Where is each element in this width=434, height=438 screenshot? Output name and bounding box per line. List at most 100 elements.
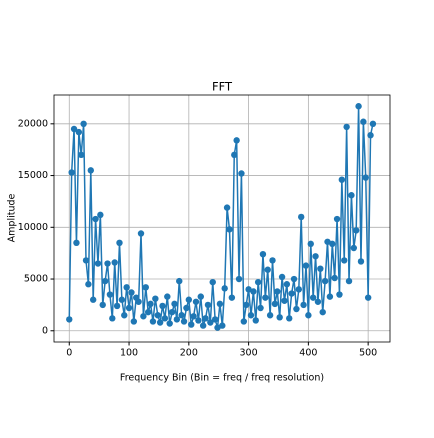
- point: [89, 296, 97, 303]
- point: [288, 290, 295, 297]
- point: [87, 167, 94, 174]
- point: [92, 215, 99, 223]
- y-tick-label: 15000: [18, 170, 48, 181]
- point: [147, 300, 154, 308]
- point: [154, 312, 161, 319]
- x-tick-label: 500: [359, 348, 377, 359]
- point: [128, 289, 135, 296]
- point: [333, 215, 341, 223]
- x-tick-label: 400: [299, 348, 317, 359]
- point: [140, 313, 147, 320]
- point: [219, 322, 226, 329]
- point: [312, 253, 319, 260]
- point: [125, 304, 133, 312]
- point: [252, 317, 259, 324]
- point: [68, 169, 75, 176]
- point: [111, 259, 118, 266]
- point: [223, 204, 231, 211]
- y-tick-label: 0: [42, 325, 48, 336]
- point: [233, 137, 240, 144]
- point: [345, 277, 353, 285]
- point: [152, 295, 159, 302]
- point: [144, 308, 152, 316]
- point: [324, 238, 331, 245]
- point: [199, 322, 207, 329]
- point: [274, 288, 281, 295]
- point: [283, 281, 291, 288]
- point: [250, 288, 257, 295]
- point: [228, 294, 236, 301]
- point: [257, 304, 264, 312]
- point: [362, 174, 369, 181]
- y-axis-label: Amplitude: [7, 194, 18, 243]
- point: [348, 192, 355, 199]
- point: [317, 265, 324, 272]
- point: [70, 125, 78, 133]
- point: [121, 312, 128, 319]
- point: [226, 226, 233, 233]
- x-tick-label: 300: [240, 348, 258, 359]
- point: [78, 151, 85, 159]
- point: [314, 298, 322, 305]
- point: [118, 296, 126, 303]
- point: [97, 211, 104, 219]
- point: [75, 128, 83, 136]
- point: [185, 296, 193, 303]
- point: [99, 301, 106, 309]
- point: [307, 240, 314, 248]
- point: [298, 213, 305, 221]
- point: [281, 297, 288, 304]
- point: [364, 294, 372, 301]
- point: [305, 312, 312, 319]
- point: [209, 278, 216, 286]
- point: [190, 313, 197, 320]
- point: [271, 300, 279, 308]
- point: [300, 301, 307, 309]
- point: [355, 103, 362, 110]
- point: [338, 176, 346, 183]
- point: [176, 277, 183, 285]
- x-tick-label: 200: [180, 348, 198, 359]
- point: [231, 151, 238, 159]
- point: [180, 318, 188, 325]
- point: [85, 281, 92, 288]
- point: [321, 277, 329, 285]
- point: [156, 319, 164, 326]
- y-tick-label: 20000: [18, 118, 48, 129]
- x-tick-label: 0: [66, 348, 72, 359]
- point: [295, 286, 303, 293]
- point: [238, 170, 245, 177]
- point: [269, 257, 276, 264]
- point: [207, 319, 214, 326]
- point: [352, 227, 360, 234]
- y-tick-label: 5000: [24, 274, 48, 285]
- point: [130, 318, 138, 325]
- point: [161, 315, 169, 322]
- point: [178, 312, 185, 319]
- point: [171, 300, 178, 308]
- point: [276, 314, 283, 321]
- point: [357, 258, 365, 265]
- point: [216, 300, 224, 308]
- point: [214, 324, 221, 331]
- point: [142, 284, 149, 291]
- point: [341, 257, 348, 264]
- point: [329, 240, 336, 248]
- point: [204, 301, 212, 309]
- point: [137, 230, 145, 237]
- point: [259, 250, 267, 258]
- point: [80, 120, 87, 128]
- point: [82, 257, 90, 264]
- point: [343, 123, 350, 131]
- point: [221, 285, 228, 292]
- point: [254, 278, 262, 286]
- point: [195, 317, 202, 324]
- point: [164, 293, 171, 300]
- point: [245, 286, 252, 293]
- point: [183, 304, 190, 312]
- chart-title: FFT: [212, 80, 233, 94]
- point: [326, 293, 334, 300]
- series-line: [68, 106, 374, 328]
- point: [113, 302, 121, 310]
